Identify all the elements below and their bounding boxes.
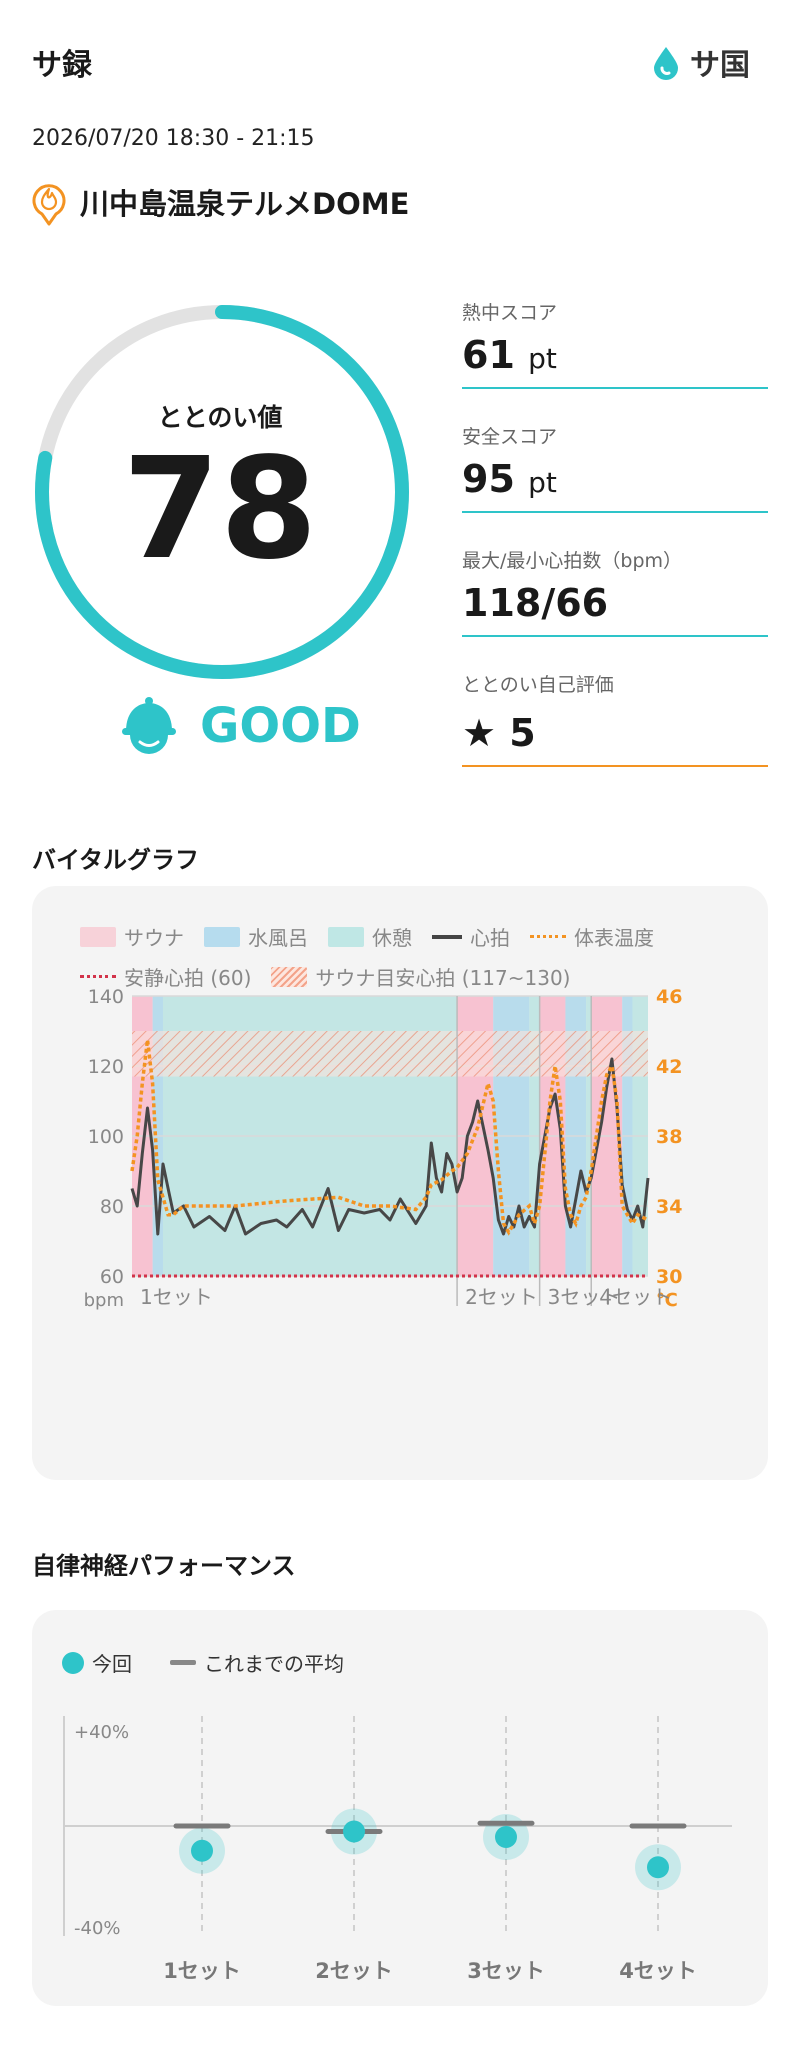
vital-section-title: バイタルグラフ bbox=[32, 846, 200, 874]
metric-value: 95 pt bbox=[462, 457, 557, 501]
y-tick-right: 46 bbox=[656, 986, 682, 1008]
sauna-swatch bbox=[80, 926, 116, 947]
y-tick-left: 80 bbox=[100, 1196, 124, 1218]
self-rating[interactable]: ととのい自己評価 ★ 5 bbox=[462, 670, 768, 767]
vital-chart: 60 80 100 120 140 30 34 38 42 46 bpm ℃ 1セット 2セット 3セット4… bbox=[84, 986, 683, 1311]
legend-sauna: サウナ bbox=[124, 926, 184, 950]
y-tick-left: 140 bbox=[88, 986, 124, 1008]
heat-score: 熱中スコア 61 pt bbox=[462, 298, 768, 389]
sauna-hat-icon bbox=[122, 697, 176, 754]
metric-label: 最大/最小心拍数（bpm） bbox=[462, 550, 683, 572]
ans-section-title: 自律神経パフォーマンス bbox=[32, 1552, 296, 1580]
right-unit: ℃ bbox=[656, 1290, 678, 1311]
totonoi-ring bbox=[35, 305, 409, 679]
ans-card: 今回 これまでの平均 +40% -40% 1セット 2セット 3セット 4セット bbox=[32, 1610, 768, 2006]
ans-chart: +40% -40% 1セット 2セット 3セット 4セット bbox=[63, 1716, 732, 1983]
current-point bbox=[495, 1826, 517, 1848]
legend-target-hr: サウナ目安心拍 (117~130) bbox=[315, 966, 571, 990]
y-tick-right: 42 bbox=[656, 1056, 682, 1078]
left-unit: bpm bbox=[84, 1290, 124, 1311]
metric-underline bbox=[462, 635, 768, 637]
totonoi-value: 78 bbox=[122, 428, 318, 591]
hr-swatch bbox=[432, 934, 462, 939]
set-label: 1セット bbox=[140, 1285, 213, 1309]
set-label: 3セット bbox=[548, 1285, 621, 1309]
metric-value: 61 pt bbox=[462, 333, 557, 377]
rest-hr-swatch bbox=[80, 975, 116, 978]
metric-underline bbox=[462, 765, 768, 767]
y-tick-left: 100 bbox=[88, 1126, 124, 1148]
heart-rate-line bbox=[130, 1057, 650, 1236]
ans-legend: 今回 これまでの平均 bbox=[62, 1648, 344, 1677]
brand-logo[interactable]: サ国 bbox=[648, 40, 750, 84]
metric-label: ととのい自己評価 bbox=[462, 674, 614, 696]
brand-name: サ国 bbox=[690, 48, 750, 83]
safety-score: 安全スコア 95 pt bbox=[462, 422, 768, 513]
set-label: 4セット bbox=[599, 1285, 672, 1309]
target-hr-band bbox=[132, 1031, 648, 1077]
set-label: 4セット bbox=[619, 1959, 697, 1983]
y-tick-left: 60 bbox=[100, 1266, 124, 1288]
vital-card: サウナ 水風呂 休憩 心拍 体表温度 安静心拍 (60) サウナ目安心拍 (11… bbox=[32, 886, 768, 1480]
legend-avg: これまでの平均 bbox=[204, 1652, 344, 1676]
set-label: 1セット bbox=[163, 1959, 241, 1983]
drop-icon bbox=[654, 47, 678, 80]
self-rating-value: ★ 5 bbox=[462, 711, 536, 755]
legend-current: 今回 bbox=[92, 1652, 132, 1676]
legend-rest-hr: 安静心拍 (60) bbox=[124, 966, 252, 990]
metric-value: 118/66 bbox=[462, 581, 609, 625]
avg-swatch bbox=[170, 1660, 196, 1665]
target-hr-swatch bbox=[271, 966, 308, 987]
temp-swatch bbox=[530, 935, 566, 938]
rest-swatch bbox=[328, 926, 364, 947]
facility[interactable]: 川中島温泉テルメDOME bbox=[32, 178, 409, 226]
current-point bbox=[191, 1839, 213, 1862]
metric-label: 熱中スコア bbox=[462, 302, 558, 324]
set-label: 2セット bbox=[315, 1959, 393, 1983]
y-tick-right: 38 bbox=[656, 1126, 682, 1148]
set-label: 3セット bbox=[467, 1959, 545, 1983]
metric-label: 安全スコア bbox=[462, 426, 558, 448]
y-tick-left: 120 bbox=[88, 1056, 124, 1078]
set-label: 2セット bbox=[465, 1285, 538, 1309]
rating: GOOD bbox=[118, 695, 361, 757]
facility-name: 川中島温泉テルメDOME bbox=[80, 187, 410, 221]
vital-legend-row-2: 安静心拍 (60) サウナ目安心拍 (117~130) bbox=[80, 962, 571, 991]
body-temp-line bbox=[130, 1039, 649, 1236]
legend-rest: 休憩 bbox=[372, 926, 412, 950]
top-label: +40% bbox=[74, 1722, 129, 1743]
heart-rate-range: 最大/最小心拍数（bpm） 118/66 bbox=[462, 546, 768, 637]
legend-hr: 心拍 bbox=[470, 926, 510, 950]
rating-text: GOOD bbox=[200, 698, 361, 754]
y-tick-right: 34 bbox=[656, 1196, 682, 1218]
water-swatch bbox=[204, 926, 240, 947]
vital-legend-row-1: サウナ 水風呂 休憩 心拍 体表温度 bbox=[80, 922, 654, 951]
legend-water: 水風呂 bbox=[248, 926, 308, 950]
bottom-label: -40% bbox=[74, 1918, 121, 1939]
totonoi-ring-progress bbox=[35, 305, 409, 679]
app-title: サ録 bbox=[32, 48, 92, 83]
y-tick-right: 30 bbox=[656, 1266, 682, 1288]
flame-location-icon bbox=[32, 184, 66, 226]
current-point bbox=[647, 1856, 669, 1879]
current-point bbox=[343, 1820, 365, 1843]
current-swatch bbox=[62, 1651, 84, 1674]
visit-datetime: 2026/07/20 18:30 - 21:15 bbox=[32, 126, 315, 151]
legend-temp: 体表温度 bbox=[574, 926, 654, 950]
totonoi-label: ととのい値 bbox=[157, 403, 283, 432]
metric-underline bbox=[462, 387, 768, 389]
metric-underline bbox=[462, 511, 768, 513]
